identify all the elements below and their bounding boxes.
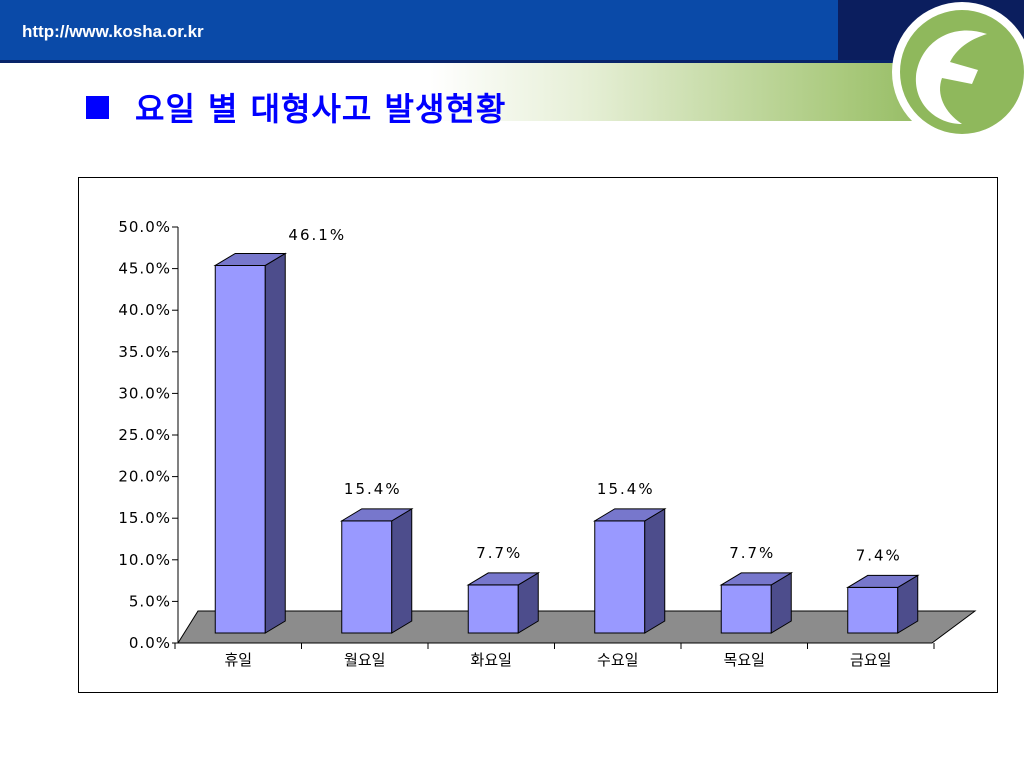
bar-side	[644, 507, 666, 634]
header-divider	[0, 60, 1024, 63]
bar	[847, 586, 899, 634]
bar-top	[845, 574, 920, 588]
data-label: 15.4%	[344, 480, 402, 498]
data-label: 7.7%	[476, 544, 522, 562]
x-tick-label: 휴일	[224, 651, 252, 669]
slide-title: 요일 별 대형사고 발생현황	[135, 90, 507, 128]
site-url[interactable]: http://www.kosha.or.kr	[22, 22, 204, 41]
data-label: 46.1%	[288, 226, 346, 244]
data-label: 7.4%	[856, 546, 902, 564]
bar	[214, 264, 266, 634]
kosha-logo-icon	[892, 2, 1024, 142]
bar-top	[339, 508, 414, 522]
y-tick-label: 15.0%	[118, 509, 171, 527]
bar	[467, 584, 519, 634]
x-tick-label: 수요일	[597, 651, 638, 669]
x-tick-label: 월요일	[344, 651, 385, 669]
data-label: 7.7%	[729, 544, 775, 562]
bar	[720, 584, 772, 634]
x-tick-label: 목요일	[724, 651, 765, 669]
y-tick-label: 45.0%	[118, 260, 171, 278]
bar-top	[213, 252, 288, 266]
bar-side	[391, 507, 413, 634]
bar-top	[592, 508, 667, 522]
x-tick-label: 화요일	[471, 651, 512, 669]
y-tick-label: 50.0%	[118, 218, 171, 236]
y-tick-label: 30.0%	[118, 384, 171, 402]
data-label: 15.4%	[597, 480, 655, 498]
y-tick-label: 0.0%	[129, 634, 171, 652]
y-tick-label: 5.0%	[129, 592, 171, 610]
bar	[594, 520, 646, 634]
y-tick-label: 35.0%	[118, 343, 171, 361]
title-gradient-band	[430, 63, 950, 121]
x-tick-label: 금요일	[850, 651, 891, 669]
bar	[341, 520, 393, 634]
bar-side	[264, 252, 286, 634]
bullet-square-icon	[86, 95, 109, 119]
bar-top	[466, 572, 541, 586]
y-tick-label: 10.0%	[118, 551, 171, 569]
slide-title-group: 요일 별 대형사고 발생현황	[86, 84, 506, 130]
y-tick-label: 40.0%	[118, 301, 171, 319]
y-tick-label: 20.0%	[118, 468, 171, 486]
header-bar	[0, 0, 838, 60]
bar-top	[719, 572, 794, 586]
y-tick-label: 25.0%	[118, 426, 171, 444]
